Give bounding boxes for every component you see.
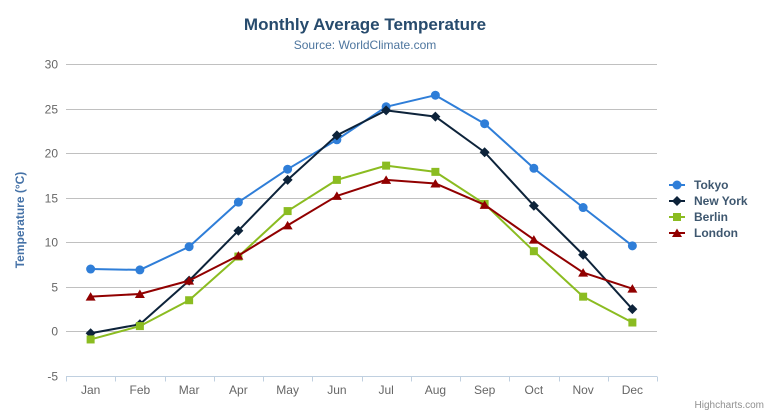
- series-new-york[interactable]: [85, 105, 638, 339]
- data-point[interactable]: [283, 164, 293, 174]
- chart-subtitle: Source: WorldClimate.com: [293, 38, 437, 52]
- y-axis-label: 0: [51, 325, 58, 339]
- legend-label: Tokyo: [694, 178, 729, 192]
- data-point[interactable]: [282, 220, 293, 230]
- legend-item-tokyo[interactable]: Tokyo: [669, 177, 748, 193]
- data-point[interactable]: [529, 163, 539, 173]
- data-point[interactable]: [431, 167, 440, 176]
- y-axis-title: Temperature (°C): [13, 172, 27, 269]
- data-point[interactable]: [578, 203, 588, 213]
- data-point[interactable]: [528, 200, 539, 211]
- data-point[interactable]: [579, 292, 588, 301]
- data-point[interactable]: [480, 119, 490, 129]
- data-point[interactable]: [479, 147, 490, 158]
- data-point[interactable]: [627, 241, 637, 251]
- x-axis-label: Nov: [572, 383, 593, 397]
- data-point[interactable]: [627, 284, 638, 293]
- data-point[interactable]: [282, 174, 293, 185]
- x-axis-label: Feb: [130, 383, 151, 397]
- data-point[interactable]: [134, 289, 145, 298]
- data-point[interactable]: [283, 207, 292, 216]
- data-point[interactable]: [479, 200, 490, 209]
- data-point[interactable]: [628, 318, 637, 327]
- data-point[interactable]: [184, 242, 194, 252]
- data-point[interactable]: [86, 335, 95, 344]
- data-point[interactable]: [430, 178, 441, 188]
- legend-label: Berlin: [694, 210, 729, 224]
- credits-link[interactable]: Highcharts.com: [694, 400, 764, 411]
- x-axis-label: Jan: [81, 383, 100, 397]
- data-point[interactable]: [184, 276, 195, 285]
- legend-item-berlin[interactable]: Berlin: [669, 209, 748, 225]
- y-axis-label: 30: [45, 58, 59, 72]
- x-axis-label: May: [276, 383, 299, 397]
- data-point[interactable]: [85, 292, 96, 301]
- y-axis-label: 5: [51, 281, 58, 295]
- data-point[interactable]: [332, 175, 341, 184]
- data-point[interactable]: [233, 197, 243, 207]
- data-point[interactable]: [430, 90, 440, 100]
- x-axis-label: Jun: [327, 383, 346, 397]
- data-point[interactable]: [86, 264, 96, 274]
- data-point[interactable]: [382, 161, 391, 170]
- x-axis-label: Apr: [229, 383, 248, 397]
- x-axis-label: Dec: [622, 383, 643, 397]
- data-point[interactable]: [381, 105, 392, 116]
- data-point[interactable]: [627, 304, 638, 315]
- x-axis-label: Jul: [378, 383, 393, 397]
- data-point[interactable]: [331, 130, 342, 141]
- legend-label: London: [694, 226, 738, 240]
- data-point[interactable]: [528, 235, 539, 244]
- legend-item-new-york[interactable]: New York: [669, 193, 748, 209]
- data-point[interactable]: [529, 247, 538, 256]
- legend-item-london[interactable]: London: [669, 225, 748, 241]
- data-point[interactable]: [233, 251, 244, 260]
- legend-marker-icon: [669, 228, 685, 237]
- x-axis-label: Aug: [425, 383, 446, 397]
- x-axis-label: Sep: [474, 383, 496, 397]
- data-point[interactable]: [135, 322, 144, 331]
- data-point[interactable]: [331, 191, 342, 200]
- data-point[interactable]: [381, 175, 392, 184]
- y-axis-label: 25: [45, 103, 59, 117]
- series-london[interactable]: [85, 175, 638, 301]
- y-axis-label: 10: [45, 236, 59, 250]
- y-axis-label: -5: [47, 370, 58, 384]
- legend-marker-icon: [669, 180, 685, 190]
- data-point[interactable]: [430, 111, 441, 122]
- x-axis-label: Oct: [525, 383, 544, 397]
- data-point[interactable]: [233, 225, 244, 236]
- legend-marker-icon: [669, 196, 685, 206]
- chart-title: Monthly Average Temperature: [243, 15, 487, 34]
- x-axis-label: Mar: [179, 383, 200, 397]
- y-axis-label: 20: [45, 147, 59, 161]
- data-point[interactable]: [578, 249, 589, 260]
- series-tokyo[interactable]: [86, 90, 637, 275]
- legend-marker-icon: [669, 213, 685, 221]
- data-point[interactable]: [135, 265, 145, 275]
- y-axis-label: 15: [45, 192, 59, 206]
- data-point[interactable]: [578, 268, 589, 277]
- data-point[interactable]: [185, 296, 194, 305]
- legend: Tokyo New York Berlin London: [669, 177, 748, 241]
- legend-label: New York: [694, 194, 748, 208]
